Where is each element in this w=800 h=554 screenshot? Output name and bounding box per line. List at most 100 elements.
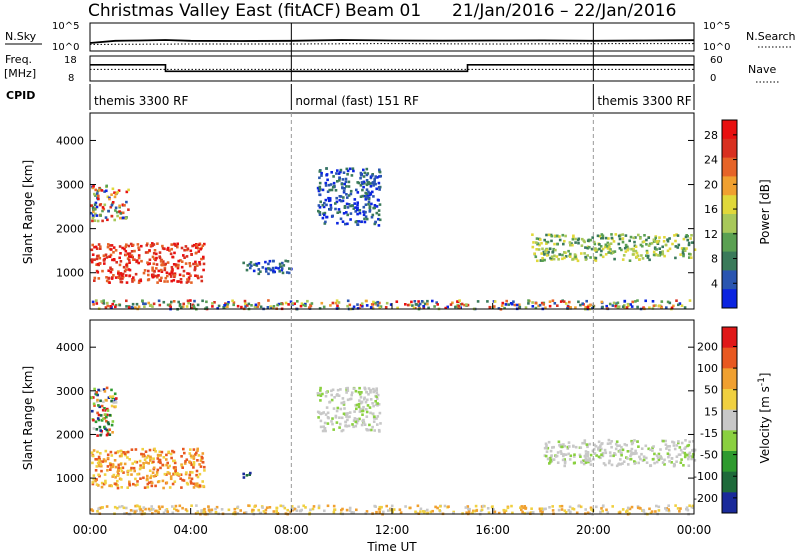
cell-0-65 [96, 219, 100, 223]
cell-1-308 [170, 456, 173, 460]
nave-tick-bottom: 0 [710, 73, 716, 84]
cell-5-242 [491, 510, 495, 514]
cell-3-19 [347, 424, 351, 428]
cell-4-39 [562, 443, 565, 446]
cell-5-9 [410, 300, 413, 304]
cell-4-257 [584, 450, 588, 453]
cell-4-273 [597, 448, 600, 451]
freq-tick-top: 18 [64, 55, 77, 66]
cell-4-72 [677, 440, 680, 443]
cell-2-41 [274, 266, 278, 270]
cell-5-160 [487, 511, 491, 514]
cell-5-246 [210, 508, 214, 512]
cell-1-68 [97, 243, 101, 246]
cell-3-135 [372, 195, 375, 198]
cell-4-203 [656, 456, 660, 459]
cell-1-217 [169, 477, 173, 481]
cell-1-256 [172, 466, 176, 469]
cell-5-191 [135, 509, 138, 513]
cell-5-215 [599, 510, 602, 514]
cell-3-144 [359, 396, 363, 399]
cell-2-12 [252, 269, 256, 273]
cell-1-153 [149, 476, 152, 480]
cell-5-157 [184, 508, 188, 511]
cell-5-233 [488, 305, 492, 309]
cell-1-208 [196, 459, 199, 462]
cell-5-177 [142, 506, 146, 509]
cell-1-221 [148, 249, 151, 252]
cell-3-211 [351, 204, 354, 207]
cell-4-40 [589, 463, 593, 466]
cell-4-255 [594, 445, 598, 448]
cell-5-214 [431, 299, 434, 303]
cell-0-8 [110, 404, 114, 408]
cell-4-214 [556, 451, 560, 454]
cell-4-31 [567, 249, 570, 253]
cell-1-67 [149, 459, 152, 462]
cell-5-297 [551, 505, 554, 508]
cell-5-19 [250, 304, 253, 307]
colorbar-swatch-2 [722, 157, 737, 177]
cell-1-245 [90, 260, 94, 264]
cell-4-125 [644, 444, 648, 448]
cell-1-244 [166, 471, 170, 474]
cell-1-0 [124, 245, 127, 249]
cell-2-35 [264, 260, 267, 264]
cell-1-73 [155, 252, 158, 256]
cell-4-98 [531, 233, 534, 236]
cell-4-10 [672, 441, 676, 444]
cell-5-35 [435, 301, 438, 304]
cell-5-283 [571, 507, 574, 510]
colorbar-swatch-6 [722, 451, 737, 473]
cell-3-44 [327, 196, 330, 200]
cell-1-171 [200, 257, 203, 261]
cell-5-358 [118, 303, 122, 307]
cell-0-85 [95, 205, 99, 209]
cell-1-225 [189, 274, 192, 277]
cell-5-133 [615, 303, 618, 306]
cell-3-31 [338, 426, 341, 429]
cell-4-272 [633, 460, 636, 463]
cell-5-204 [143, 305, 146, 308]
cell-1-304 [154, 274, 158, 278]
cell-4-61 [584, 457, 588, 461]
cell-5-55 [113, 505, 117, 509]
cell-5-336 [166, 510, 169, 513]
cell-1-246 [189, 470, 192, 474]
cell-2-6 [282, 264, 286, 267]
cell-0-67 [103, 426, 106, 429]
cell-0-84 [94, 188, 97, 192]
cell-3-24 [350, 174, 354, 177]
cell-3-176 [365, 167, 369, 171]
cell-0-71 [127, 188, 130, 192]
cell-0-15 [93, 404, 96, 407]
cell-1-46 [118, 256, 121, 260]
cell-4-104 [600, 447, 603, 451]
cell-4-196 [541, 257, 544, 260]
cell-2-33 [249, 261, 253, 264]
cell-4-78 [664, 443, 668, 446]
cell-4-272 [630, 247, 633, 251]
cell-3-103 [340, 182, 344, 186]
cell-1-212 [117, 276, 121, 279]
cell-4-53 [688, 440, 691, 444]
cell-3-117 [363, 396, 366, 400]
cell-1-104 [188, 452, 192, 455]
cell-2-25 [248, 262, 252, 266]
cell-3-17 [322, 205, 326, 209]
cell-4-191 [659, 455, 662, 458]
cell-0-42 [118, 205, 121, 209]
cell-5-317 [588, 304, 592, 307]
cell-5-193 [180, 306, 183, 309]
cell-3-16 [374, 400, 377, 403]
cell-1-70 [179, 473, 183, 476]
cell-4-149 [581, 237, 584, 241]
cell-1-300 [136, 473, 139, 476]
cell-2-37 [272, 270, 275, 274]
cell-1-203 [116, 450, 120, 453]
cell-4-255 [682, 247, 686, 250]
cell-1-315 [178, 273, 182, 277]
cell-5-212 [205, 306, 209, 309]
cell-3-156 [363, 217, 366, 221]
cell-4-190 [586, 455, 589, 458]
